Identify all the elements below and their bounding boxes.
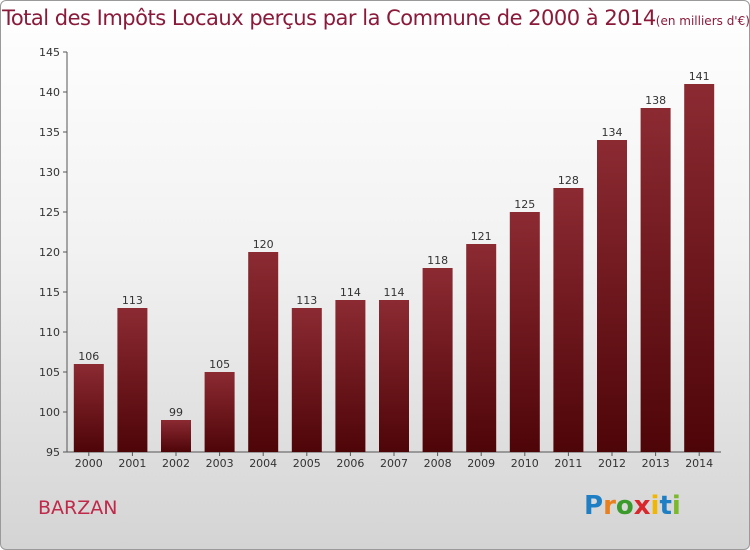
data-label: 106	[78, 350, 99, 363]
x-tick-label: 2001	[118, 457, 146, 470]
bar-2000	[73, 364, 104, 452]
bar-2012	[597, 140, 627, 452]
logo-letter: o	[615, 491, 634, 521]
data-label: 105	[209, 358, 230, 371]
data-label: 114	[340, 286, 361, 299]
bar-2005	[291, 308, 322, 452]
y-tick-label: 115	[39, 286, 60, 299]
x-tick-label: 2008	[424, 457, 452, 470]
x-tick-label: 2003	[206, 457, 234, 470]
bar-2004	[248, 252, 279, 452]
data-label: 134	[602, 126, 623, 139]
logo-letter: t	[659, 491, 672, 521]
bar-2001	[117, 308, 148, 452]
proxiti-logo[interactable]: Proxiti	[584, 491, 681, 521]
bar-2002	[161, 420, 191, 452]
y-tick-label: 140	[39, 86, 60, 99]
bar-2007	[379, 300, 409, 452]
chart-unit: (en milliers d'€)	[655, 14, 750, 28]
x-tick-label: 2012	[598, 457, 626, 470]
y-tick-label: 130	[39, 166, 60, 179]
data-label: 120	[253, 238, 274, 251]
y-tick-label: 95	[46, 446, 60, 459]
y-axis: 95 100 105 110 115 120 125 130 135 140 145	[39, 46, 68, 459]
bar-2003	[204, 372, 235, 452]
x-tick-label: 2010	[511, 457, 539, 470]
bar-2010	[509, 212, 540, 452]
data-label: 113	[122, 294, 143, 307]
bars	[73, 84, 715, 452]
x-tick-label: 2013	[642, 457, 670, 470]
y-tick-label: 120	[39, 246, 60, 259]
data-label: 121	[471, 230, 492, 243]
y-tick-label: 105	[39, 366, 60, 379]
x-tick-label: 2011	[554, 457, 582, 470]
x-axis: 2000 2001 2002 2003 2004 2005 2006 2007 2008 2009…	[67, 451, 721, 470]
x-tick-label: 2009	[467, 457, 495, 470]
data-label: 128	[558, 174, 579, 187]
logo-letter: r	[603, 491, 616, 521]
data-labels: 106 113 99 105 120 113 114 114 118 121 125 128 134 13…	[78, 70, 709, 419]
x-tick-label: 2004	[249, 457, 277, 470]
logo-letter: i	[671, 491, 681, 521]
commune-name: BARZAN	[38, 497, 118, 519]
data-label: 99	[169, 406, 183, 419]
y-tick-label: 100	[39, 406, 60, 419]
y-tick-label: 135	[39, 126, 60, 139]
bar-2013	[640, 108, 671, 452]
data-label: 118	[427, 254, 448, 267]
chart-title-text: Total des Impôts Locaux perçus par la Co…	[2, 6, 656, 30]
data-label: 114	[384, 286, 405, 299]
bar-2014	[684, 84, 715, 452]
logo-letter: x	[633, 491, 651, 521]
data-label: 125	[514, 198, 535, 211]
bar-2009	[466, 244, 497, 452]
y-tick-label: 125	[39, 206, 60, 219]
chart-title: Total des Impôts Locaux perçus par la Co…	[1, 6, 750, 30]
x-tick-label: 2002	[162, 457, 190, 470]
bar-2006	[335, 300, 366, 452]
bar-2011	[553, 188, 584, 452]
x-tick-label: 2007	[380, 457, 408, 470]
logo-letter: i	[650, 491, 660, 521]
data-label: 113	[296, 294, 317, 307]
logo-letter: P	[584, 491, 604, 521]
x-tick-label: 2000	[75, 457, 103, 470]
x-tick-label: 2006	[336, 457, 364, 470]
x-tick-label: 2014	[685, 457, 713, 470]
data-label: 138	[645, 94, 666, 107]
bar-2008	[422, 268, 453, 452]
x-tick-label: 2005	[293, 457, 321, 470]
y-tick-label: 110	[39, 326, 60, 339]
data-label: 141	[689, 70, 710, 83]
y-tick-label: 145	[39, 46, 60, 59]
